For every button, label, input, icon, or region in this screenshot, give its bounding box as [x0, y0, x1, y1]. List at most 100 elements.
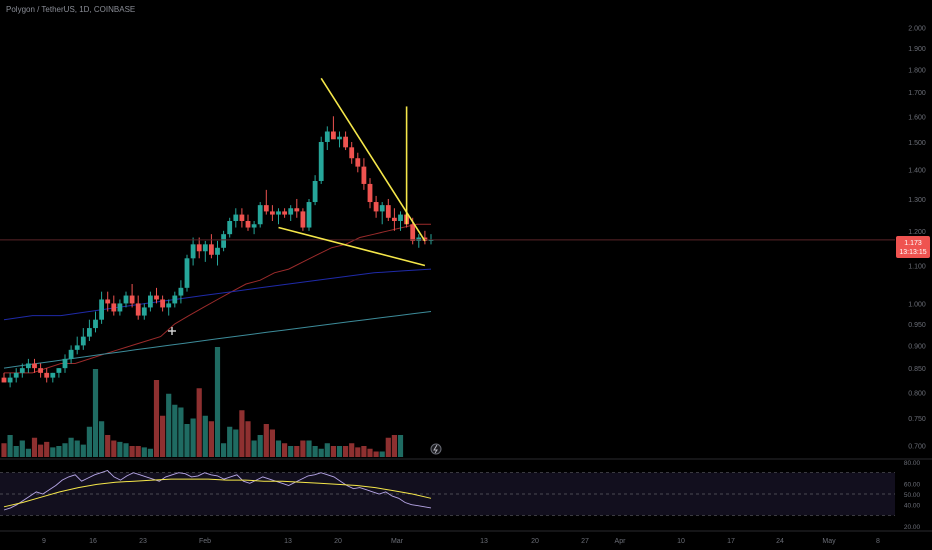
volume-bar: [294, 446, 300, 457]
rsi-tick-label: 60.00: [904, 481, 921, 488]
volume-bar: [300, 440, 306, 457]
pattern-line[interactable]: [278, 226, 426, 267]
candle-body: [337, 136, 342, 140]
volume-bar: [25, 448, 31, 457]
x-tick-label: 9: [42, 538, 46, 545]
volume-bar: [166, 393, 172, 457]
y-tick-label: 1.200: [908, 229, 926, 236]
y-tick-label: 1.000: [908, 301, 926, 308]
volume-bar: [99, 421, 105, 457]
lightning-icon[interactable]: [430, 443, 442, 455]
volume-bar: [257, 435, 263, 457]
x-tick-label: 23: [139, 538, 147, 545]
x-tick-label: 8: [876, 538, 880, 545]
candle-body: [349, 147, 355, 159]
y-tick-label: 1.700: [908, 90, 926, 97]
volume-bar: [269, 429, 275, 457]
ma-fast-line: [4, 223, 431, 374]
candles: [1, 116, 434, 388]
volume-bar: [80, 444, 86, 457]
candle-body: [7, 377, 13, 383]
x-tick-label: 13: [480, 538, 488, 545]
candle-body: [123, 295, 129, 304]
candle-body: [178, 287, 184, 296]
candle-body: [32, 363, 37, 369]
plus-icon[interactable]: [168, 327, 176, 335]
candle-body: [56, 368, 62, 373]
volume-bar: [214, 347, 221, 457]
volume-bar: [117, 441, 123, 457]
volume-bar: [153, 380, 160, 457]
volume-bar: [379, 451, 385, 457]
x-tick-label: Feb: [199, 538, 211, 545]
volume-bar: [135, 446, 141, 457]
volume-bar: [361, 446, 367, 457]
rsi-line: [3, 469, 432, 511]
volume-bar: [50, 447, 56, 457]
candle-body: [117, 303, 123, 312]
volume-bar: [288, 446, 294, 457]
volume-bar: [105, 435, 111, 457]
volume-bar: [330, 446, 336, 457]
x-tick-label: Apr: [615, 538, 627, 545]
x-tick-label: 27: [581, 538, 589, 545]
x-tick-label: 13: [284, 538, 292, 545]
volume-bar: [343, 446, 349, 457]
pattern-line[interactable]: [320, 77, 426, 242]
candle-body: [331, 131, 336, 140]
candle-body: [300, 211, 306, 228]
candle-body: [233, 214, 239, 222]
chart-title: Polygon / TetherUS, 1D, COINBASE: [6, 5, 136, 14]
volume-bar: [141, 447, 147, 457]
volume-bar: [172, 404, 178, 457]
candle-body: [373, 202, 379, 212]
candle-body: [263, 205, 269, 212]
candle-body: [306, 202, 312, 228]
candle-body: [276, 211, 281, 215]
volume-bar: [336, 446, 343, 457]
volume-bar: [160, 415, 166, 457]
volume-bar: [318, 448, 324, 457]
y-tick-label: 0.850: [908, 366, 926, 373]
x-tick-label: 20: [334, 538, 342, 545]
candle-body: [68, 349, 74, 359]
volume-bar: [397, 435, 404, 457]
ma-slow-line: [3, 311, 432, 369]
candle-body: [166, 303, 172, 308]
volume-bar: [178, 407, 184, 457]
candle-body: [251, 224, 257, 228]
volume-bar: [251, 440, 257, 457]
y-tick-label: 0.900: [908, 343, 926, 350]
volume-bar: [184, 424, 190, 457]
x-tick-label: 17: [727, 538, 735, 545]
candle-body: [294, 208, 300, 212]
volume-bar: [221, 443, 227, 457]
x-tick-label: 10: [677, 538, 685, 545]
volume-bar: [7, 435, 13, 457]
candle-body: [245, 221, 251, 228]
candle-body: [19, 368, 25, 373]
y-tick-label: 0.800: [908, 390, 926, 397]
candle-body: [50, 372, 56, 378]
volume-bar: [391, 435, 397, 457]
y-tick-label: 1.600: [908, 114, 926, 121]
candle-body: [282, 211, 287, 215]
volume-bar: [239, 410, 245, 457]
y-tick-label: 1.300: [908, 197, 926, 204]
candle-body: [13, 372, 19, 378]
y-tick-label: 1.900: [908, 46, 926, 53]
candle-body: [324, 131, 330, 142]
volume-bar: [263, 424, 269, 457]
x-tick-label: May: [822, 538, 836, 545]
y-tick-label: 1.500: [908, 140, 926, 147]
ma-mid-line: [3, 268, 432, 321]
volume-bar: [233, 429, 239, 457]
candle-body: [135, 303, 141, 316]
volume-bar: [19, 440, 25, 457]
candle-body: [184, 258, 190, 288]
candle-body: [154, 295, 159, 300]
candle-body: [270, 211, 275, 215]
candle-body: [26, 363, 31, 369]
volume-bar: [31, 437, 38, 457]
